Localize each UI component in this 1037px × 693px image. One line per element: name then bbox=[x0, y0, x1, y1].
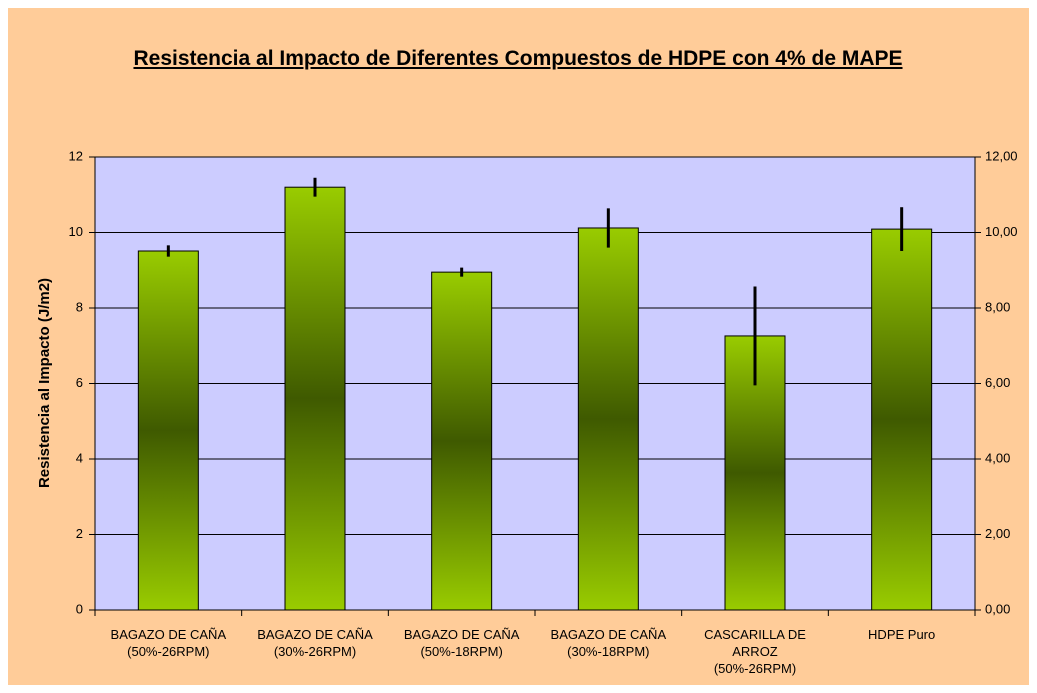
x-tick-label: BAGAZO DE CAÑA (30%-26RPM) bbox=[257, 627, 373, 659]
y-tick-label: 2 bbox=[76, 526, 83, 541]
x-tick-label: BAGAZO DE CAÑA (30%-18RPM) bbox=[550, 627, 667, 659]
y2-tick-label: 4,00 bbox=[985, 450, 1010, 465]
bar bbox=[577, 227, 639, 611]
y-tick-label: 4 bbox=[76, 450, 83, 465]
y-tick-label: 6 bbox=[76, 375, 83, 390]
y2-tick-label: 10,00 bbox=[985, 224, 1018, 239]
x-tick-label: CASCARILLA DE ARROZ (50%-26RPM) bbox=[704, 627, 806, 676]
y2-tick-label: 12,00 bbox=[985, 148, 1018, 163]
y2-tick-label: 8,00 bbox=[985, 299, 1010, 314]
x-tick-label: BAGAZO DE CAÑA (50%-26RPM) bbox=[110, 627, 227, 659]
y2-tick-label: 6,00 bbox=[985, 375, 1010, 390]
x-tick-label: BAGAZO DE CAÑA (50%-18RPM) bbox=[403, 627, 520, 659]
bar bbox=[871, 228, 933, 611]
chart-title: Resistencia al Impacto de Diferentes Com… bbox=[133, 47, 903, 70]
y-tick-label: 10 bbox=[69, 224, 83, 239]
y-tick-label: 12 bbox=[69, 148, 83, 163]
x-tick-label: HDPE Puro bbox=[868, 627, 936, 642]
y-tick-label: 0 bbox=[76, 601, 83, 616]
y2-tick-label: 2,00 bbox=[985, 526, 1010, 541]
y-axis-label: Resistencia al Impacto (J/m2) bbox=[36, 278, 53, 488]
bar bbox=[284, 186, 346, 611]
y2-tick-label: 0,00 bbox=[985, 601, 1010, 616]
bar bbox=[431, 271, 493, 611]
y-tick-label: 8 bbox=[76, 299, 83, 314]
bar bbox=[137, 250, 199, 611]
